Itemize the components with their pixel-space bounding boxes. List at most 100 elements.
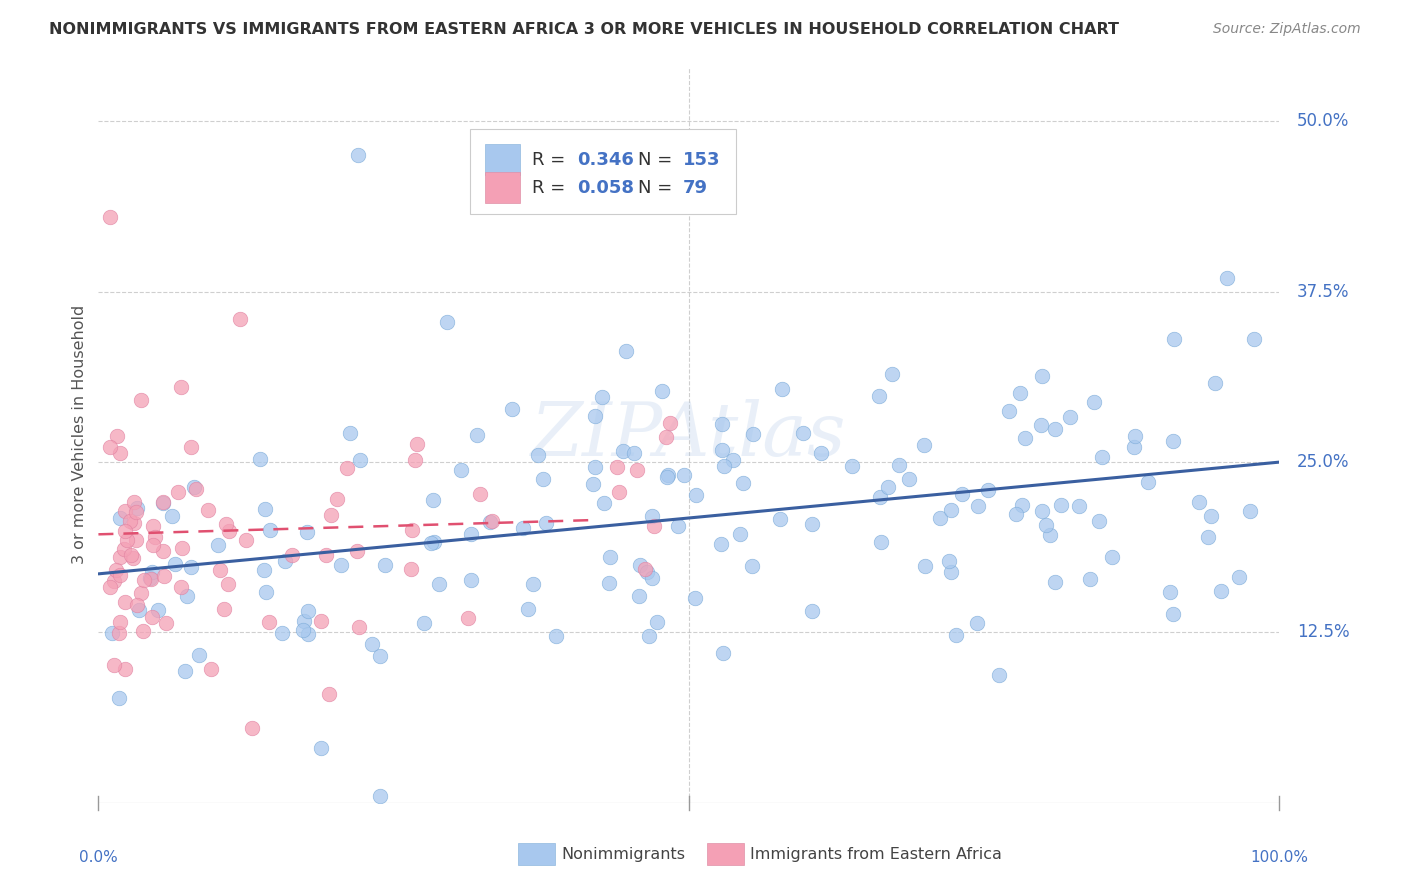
Point	[593, 496, 616, 510]
Point	[129, 586, 152, 600]
Point	[655, 469, 678, 483]
Point	[124, 533, 146, 547]
FancyBboxPatch shape	[485, 145, 520, 175]
Point	[1161, 434, 1184, 448]
Point	[1039, 527, 1062, 541]
Point	[112, 542, 135, 557]
Point	[368, 649, 391, 664]
Point	[928, 511, 950, 525]
Point	[252, 563, 274, 577]
Point	[152, 496, 174, 510]
Point	[711, 646, 734, 660]
Point	[531, 472, 554, 486]
Point	[103, 574, 125, 589]
Point	[810, 445, 832, 459]
Point	[527, 448, 550, 462]
Point	[1163, 332, 1185, 346]
Point	[869, 490, 891, 504]
Point	[152, 569, 174, 583]
Text: R =: R =	[531, 178, 571, 196]
Point	[950, 487, 973, 501]
Point	[912, 438, 935, 452]
Point	[450, 463, 472, 477]
Point	[295, 525, 318, 540]
Point	[711, 442, 734, 457]
Point	[710, 417, 733, 431]
Point	[215, 517, 238, 532]
Point	[673, 467, 696, 482]
Point	[612, 443, 634, 458]
Point	[1091, 450, 1114, 465]
Point	[121, 551, 143, 566]
Point	[1078, 572, 1101, 586]
Point	[200, 662, 222, 676]
Point	[173, 665, 195, 679]
Point	[142, 519, 165, 533]
Point	[170, 541, 193, 556]
Point	[336, 460, 359, 475]
Point	[214, 601, 236, 615]
Point	[207, 538, 229, 552]
Point	[769, 511, 792, 525]
Point	[281, 548, 304, 562]
Point	[941, 502, 963, 516]
Point	[115, 533, 138, 547]
Point	[938, 554, 960, 568]
Point	[685, 488, 707, 502]
Point	[1136, 475, 1159, 489]
Point	[180, 440, 202, 454]
Point	[1101, 549, 1123, 564]
Point	[103, 657, 125, 672]
Point	[419, 536, 441, 550]
Point	[626, 463, 648, 477]
FancyBboxPatch shape	[471, 129, 737, 214]
Point	[108, 615, 131, 630]
Point	[217, 577, 239, 591]
Point	[170, 580, 193, 594]
Text: 25.0%: 25.0%	[1298, 453, 1350, 471]
Text: 37.5%: 37.5%	[1298, 283, 1350, 301]
Point	[1227, 570, 1250, 584]
Point	[218, 524, 240, 539]
Point	[249, 451, 271, 466]
Point	[640, 571, 662, 585]
Point	[636, 565, 658, 579]
Point	[346, 544, 368, 558]
Point	[413, 615, 436, 630]
Point	[399, 562, 422, 576]
Point	[582, 477, 605, 491]
Point	[733, 475, 755, 490]
Text: ZIPAtlas: ZIPAtlas	[531, 399, 846, 471]
Point	[897, 472, 920, 486]
Point	[741, 558, 763, 573]
Point	[108, 511, 131, 525]
Text: 0.346: 0.346	[576, 151, 634, 169]
Point	[124, 494, 146, 508]
Point	[167, 485, 190, 500]
Point	[330, 558, 353, 573]
Point	[801, 604, 824, 618]
Point	[988, 668, 1011, 682]
Point	[643, 519, 665, 533]
Point	[1216, 271, 1239, 285]
Point	[108, 446, 131, 460]
Point	[522, 577, 544, 591]
Point	[1005, 508, 1028, 522]
Point	[792, 426, 814, 441]
Point	[467, 428, 489, 442]
Point	[311, 614, 333, 628]
Point	[841, 458, 863, 473]
Point	[309, 740, 332, 755]
Point	[108, 567, 131, 582]
Point	[868, 389, 890, 403]
Point	[297, 627, 319, 641]
Point	[98, 440, 121, 454]
Point	[914, 558, 936, 573]
Point	[108, 549, 131, 564]
Point	[114, 595, 136, 609]
Point	[259, 523, 281, 537]
Point	[742, 426, 765, 441]
Point	[114, 524, 136, 539]
Point	[637, 629, 659, 643]
Point	[254, 585, 277, 599]
